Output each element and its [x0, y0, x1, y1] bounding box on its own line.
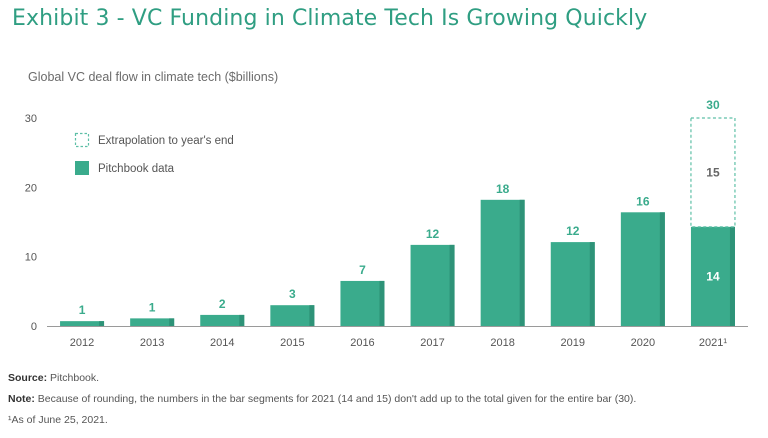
- x-tick-label: 2020: [631, 337, 655, 349]
- x-tick-label: 2015: [280, 337, 304, 349]
- note-label: Note:: [8, 393, 35, 405]
- y-tick-label: 0: [31, 321, 37, 333]
- data-label: 2: [219, 297, 226, 311]
- source-text: Pitchbook.: [47, 372, 100, 384]
- data-label: 12: [426, 227, 440, 241]
- x-tick-label: 2014: [210, 337, 234, 349]
- y-tick-label: 10: [25, 252, 37, 264]
- bar: [410, 244, 455, 326]
- bar: [690, 226, 735, 326]
- bar: [130, 318, 175, 326]
- bar: [60, 321, 105, 326]
- chart-title: Exhibit 3 - VC Funding in Climate Tech I…: [12, 6, 648, 31]
- legend-swatch-pitchbook: [75, 161, 89, 175]
- x-tick-label: 2018: [490, 337, 514, 349]
- bar-shade: [519, 199, 525, 326]
- source-footnote: Source: Pitchbook.: [8, 372, 99, 384]
- bar-shade: [309, 305, 315, 326]
- x-tick-label: 2016: [350, 337, 374, 349]
- data-label: 18: [496, 182, 510, 196]
- chart-subtitle: Global VC deal flow in climate tech ($bi…: [28, 70, 279, 84]
- data-label: 1: [79, 303, 86, 317]
- legend-label-pitchbook: Pitchbook data: [98, 163, 175, 175]
- data-label: 3: [289, 287, 296, 301]
- bar: [340, 280, 385, 326]
- bar-shade: [99, 321, 105, 326]
- x-tick-label: 2012: [70, 337, 94, 349]
- bar-shade: [239, 314, 245, 326]
- bar: [270, 305, 315, 326]
- note-footnote: Note: Because of rounding, the numbers i…: [8, 393, 636, 405]
- legend-label-extrapolation: Extrapolation to year's end: [98, 135, 234, 147]
- y-tick-label: 20: [25, 182, 37, 194]
- x-tick-label: 2013: [140, 337, 164, 349]
- y-tick-label: 30: [25, 113, 37, 125]
- bar: [480, 199, 525, 326]
- data-label: 14: [706, 269, 720, 283]
- bar: [620, 212, 665, 326]
- source-label: Source:: [8, 372, 48, 384]
- x-tick-label: 2021¹: [699, 337, 727, 349]
- total-label: 30: [706, 98, 720, 112]
- bar-shade: [169, 318, 175, 326]
- x-tick-label: 2019: [561, 337, 585, 349]
- bar-shade: [449, 244, 455, 326]
- legend-swatch-extrapolation: [74, 132, 90, 148]
- extrapolation-bar: [690, 117, 736, 228]
- bar-shade: [729, 226, 735, 326]
- bar-shade: [589, 242, 595, 326]
- bar: [200, 314, 245, 326]
- data-label: 7: [359, 263, 366, 277]
- data-label: 1: [149, 300, 156, 314]
- extrapolation-label: 15: [706, 165, 720, 179]
- data-label: 12: [566, 224, 580, 238]
- bar: [550, 242, 595, 326]
- note-text: Because of rounding, the numbers in the …: [34, 393, 637, 405]
- as-of-footnote: ¹As of June 25, 2021.: [8, 414, 108, 426]
- bar-shade: [379, 280, 385, 326]
- data-label: 16: [636, 194, 650, 208]
- x-tick-label: 2017: [420, 337, 444, 349]
- bar-shade: [659, 212, 665, 326]
